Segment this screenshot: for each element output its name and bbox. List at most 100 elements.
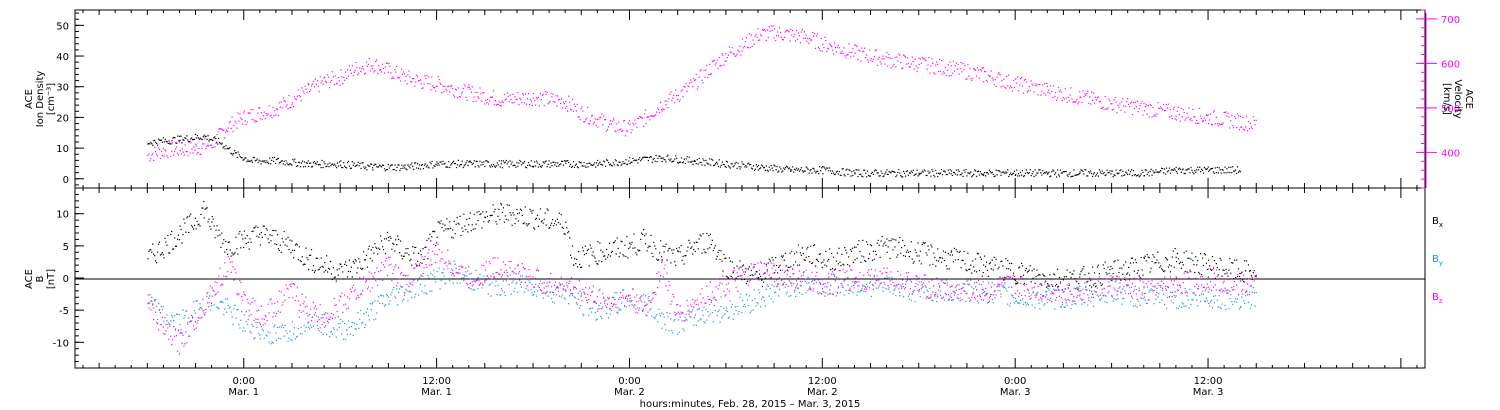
Bx-point (157, 243, 160, 245)
velocity-point (450, 85, 452, 87)
By-point (790, 295, 792, 297)
density-point (1236, 172, 1238, 174)
velocity-point (701, 79, 703, 81)
Bx-point (690, 247, 692, 249)
Bx-point (722, 270, 724, 272)
Bx-point (265, 227, 267, 230)
Bx-point (1231, 262, 1233, 264)
velocity-point (548, 102, 550, 104)
Bx-point (451, 236, 453, 238)
density-point (603, 160, 605, 162)
Bx-point (913, 261, 915, 263)
velocity-point (917, 67, 919, 69)
Bx-point (417, 252, 420, 254)
By-point (951, 299, 954, 301)
Bx-point (863, 256, 865, 258)
velocity-point (405, 75, 407, 77)
density-point (837, 173, 839, 175)
density-point (1230, 166, 1232, 168)
Bx-point (970, 264, 972, 266)
density-point (1030, 175, 1032, 177)
Bx-point (975, 258, 977, 260)
Bx-point (1180, 267, 1182, 269)
density-point (800, 167, 802, 169)
density-point (440, 161, 442, 163)
By-point (179, 323, 181, 326)
By-point (328, 335, 331, 338)
density-point (831, 172, 833, 175)
Bx-point (1119, 267, 1121, 269)
velocity-point (413, 78, 415, 80)
velocity-point (1253, 119, 1255, 122)
density-point (1103, 171, 1105, 174)
density-point (714, 164, 716, 166)
By-point (534, 283, 537, 285)
velocity-point (1205, 114, 1207, 116)
density-point (764, 169, 766, 171)
Bx-point (839, 261, 841, 263)
Bx-point (374, 243, 376, 245)
density-point (1038, 169, 1040, 171)
By-point (732, 318, 734, 320)
Bx-point (475, 223, 477, 225)
velocity-point (588, 123, 591, 125)
velocity-point (467, 86, 469, 88)
velocity-point (152, 153, 154, 155)
velocity-point (927, 64, 929, 66)
Bx-point (1141, 269, 1143, 271)
bottom-panel-data (147, 200, 1257, 355)
Bx-point (957, 259, 959, 261)
velocity-point (360, 70, 362, 72)
density-point (1222, 169, 1224, 171)
density-point (751, 168, 754, 170)
By-point (844, 279, 846, 281)
By-point (714, 309, 716, 312)
Bx-point (1108, 272, 1110, 275)
Bx-point (515, 218, 517, 220)
Bx-point (903, 245, 906, 247)
density-point (1164, 168, 1166, 170)
density-point (1045, 172, 1047, 174)
density-point (295, 161, 297, 164)
By-point (596, 318, 598, 320)
By-point (704, 322, 706, 324)
density-point (1063, 171, 1065, 173)
Bx-point (941, 257, 944, 259)
By-point (1049, 285, 1051, 288)
density-point (1120, 169, 1122, 171)
Bx-point (178, 239, 181, 241)
density-point (488, 161, 490, 163)
Bx-point (220, 246, 222, 248)
velocity-point (1245, 115, 1248, 117)
velocity-point (1180, 107, 1182, 109)
Bx-point (618, 256, 620, 258)
velocity-point (242, 123, 244, 125)
By-point (1016, 300, 1018, 302)
Bx-point (761, 285, 764, 288)
density-point (304, 165, 307, 168)
By-point (908, 298, 910, 300)
velocity-point (1239, 115, 1242, 118)
By-point (671, 330, 673, 332)
density-point (1110, 173, 1112, 175)
Bx-point (835, 260, 838, 262)
By-point (419, 283, 422, 286)
density-point (450, 164, 452, 166)
Bx-point (866, 241, 868, 243)
velocity-point (383, 72, 386, 74)
density-point (630, 161, 632, 164)
By-point (496, 293, 498, 296)
density-point (397, 164, 399, 166)
Bx-point (570, 257, 573, 259)
Bx-point (783, 259, 785, 261)
By-point (1013, 302, 1016, 304)
density-point (974, 169, 976, 171)
velocity-point (1163, 103, 1165, 105)
By-point (625, 306, 628, 308)
density-point (382, 164, 385, 167)
By-point (1058, 289, 1061, 292)
density-point (819, 166, 821, 168)
velocity-point (511, 102, 513, 104)
By-point (555, 294, 558, 296)
density-point (631, 161, 633, 163)
